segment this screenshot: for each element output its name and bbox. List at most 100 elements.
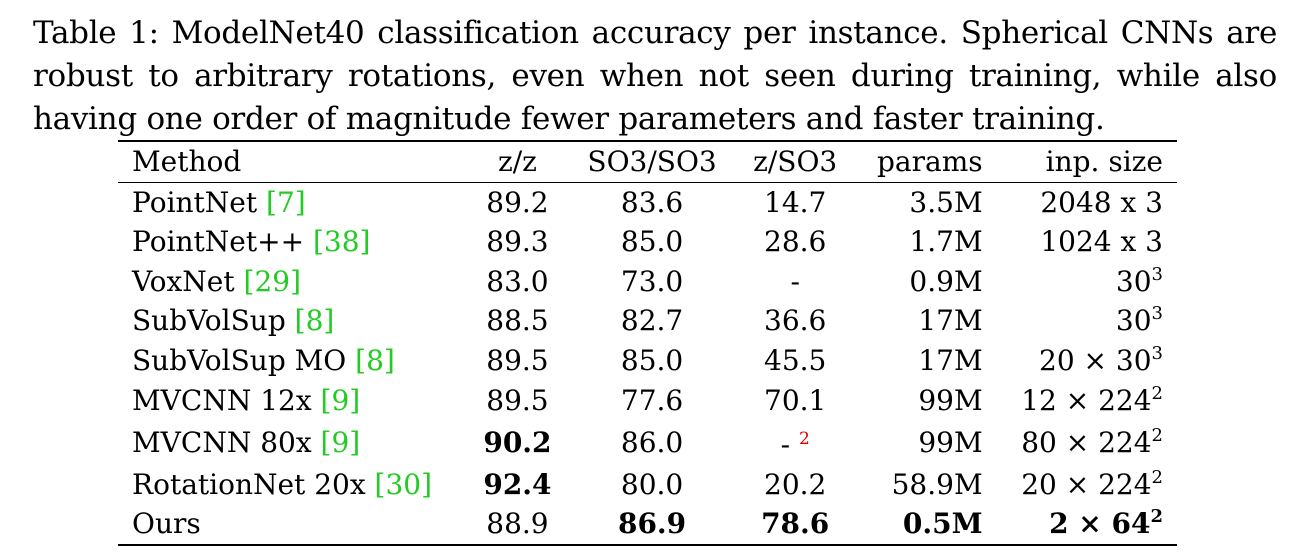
citation-link[interactable]: [9] xyxy=(320,425,361,459)
cell-params: 17M xyxy=(855,301,997,341)
cell-input-size: 2 × 642 xyxy=(996,504,1177,546)
cell-method: VoxNet [29] xyxy=(118,262,466,302)
method-name: PointNet xyxy=(132,185,267,219)
cell-z-z: 83.0 xyxy=(466,262,568,302)
input-size-base: 20 × 30 xyxy=(1039,343,1152,377)
cell-z-so3: 14.7 xyxy=(736,182,855,222)
cell-so3-so3-value: 83.6 xyxy=(620,185,684,219)
input-size-base: 20 × 224 xyxy=(1021,467,1152,501)
cell-so3-so3: 85.0 xyxy=(569,222,736,262)
header-so3-so3: SO3/SO3 xyxy=(568,141,736,183)
cell-params-value: 99M xyxy=(918,383,983,417)
table-header-row: Method z/z SO3/SO3 z/SO3 params inp. siz… xyxy=(118,141,1177,183)
table-row: SubVolSup [8] 88.5 82.7 36.6 17M 303 xyxy=(118,301,1177,341)
citation-link[interactable]: [38] xyxy=(312,225,371,259)
cell-z-z-value: 89.2 xyxy=(486,185,549,219)
cell-params: 99M xyxy=(855,420,997,465)
cell-z-z-value: 90.2 xyxy=(483,425,552,459)
cell-params: 58.9M xyxy=(855,465,997,505)
cell-so3-so3: 73.0 xyxy=(569,262,736,302)
method-name: SubVolSup MO xyxy=(132,343,356,377)
method-name: RotationNet 20x xyxy=(132,467,375,501)
cell-input-size: 12 × 2242 xyxy=(997,381,1177,421)
citation-link[interactable]: [9] xyxy=(320,383,361,417)
input-size-exponent: 2 xyxy=(1151,382,1163,404)
method-name: MVCNN 12x xyxy=(132,383,321,417)
cell-input-size: 1024 x 3 xyxy=(997,222,1177,262)
results-table: Method z/z SO3/SO3 z/SO3 params inp. siz… xyxy=(118,140,1177,546)
cell-so3-so3-value: 85.0 xyxy=(620,343,684,377)
header-z-z: z/z xyxy=(466,141,569,183)
input-size-base: 80 × 224 xyxy=(1021,425,1152,459)
cell-params-value: 1.7M xyxy=(909,225,983,259)
cell-method: PointNet [7] xyxy=(118,182,466,222)
cell-params-value: 58.9M xyxy=(891,467,983,501)
cell-so3-so3-value: 86.9 xyxy=(617,507,687,541)
input-size-exponent: 3 xyxy=(1151,342,1163,364)
cell-so3-so3-value: 86.0 xyxy=(620,425,684,459)
cell-so3-so3: 85.0 xyxy=(569,341,736,381)
cell-z-z: 89.3 xyxy=(466,222,568,262)
cell-z-z: 89.2 xyxy=(466,182,568,222)
cell-z-z: 89.5 xyxy=(466,341,568,381)
method-name: SubVolSup xyxy=(132,304,295,338)
citation-link[interactable]: [7] xyxy=(266,185,306,219)
table-row: RotationNet 20x [30] 92.4 80.0 20.2 58.9M 20 … xyxy=(118,465,1177,505)
input-size-base: 2 × 64 xyxy=(1049,507,1151,541)
cell-params-value: 0.5M xyxy=(902,507,983,541)
cell-method: Ours xyxy=(118,504,467,546)
table-row: MVCNN 12x [9] 89.5 77.6 70.1 99M 12 × 2242 xyxy=(118,381,1177,421)
citation-link[interactable]: [8] xyxy=(355,343,395,377)
citation-link[interactable]: [30] xyxy=(374,467,433,501)
cell-z-so3: 28.6 xyxy=(736,222,855,262)
cell-so3-so3: 86.0 xyxy=(569,420,736,465)
cell-z-so3-value: 78.6 xyxy=(761,507,830,541)
cell-z-so3: 45.5 xyxy=(736,341,855,381)
cell-z-so3-value: 20.2 xyxy=(764,467,827,501)
table-row: PointNet [7] 89.2 83.6 14.7 3.5M 2048 x 3 xyxy=(118,182,1177,222)
input-size-exponent: 2 xyxy=(1151,466,1163,488)
cell-params-value: 0.9M xyxy=(909,264,983,298)
cell-z-z: 88.5 xyxy=(466,301,568,341)
cell-so3-so3-value: 85.0 xyxy=(620,225,684,259)
cell-input-size: 303 xyxy=(997,301,1177,341)
cell-params-value: 3.5M xyxy=(909,185,983,219)
cell-params: 0.5M xyxy=(854,504,997,546)
cell-so3-so3-value: 82.7 xyxy=(620,304,684,338)
cell-input-size: 80 × 2242 xyxy=(997,420,1177,465)
cell-z-z-value: 88.9 xyxy=(486,507,549,541)
cell-params: 1.7M xyxy=(855,222,997,262)
header-input-size: inp. size xyxy=(996,141,1177,183)
cell-input-size: 2048 x 3 xyxy=(997,182,1177,222)
cell-z-z-value: 92.4 xyxy=(483,467,552,501)
cell-so3-so3-value: 77.6 xyxy=(620,383,684,417)
cell-so3-so3-value: 80.0 xyxy=(620,467,684,501)
header-z-so3: z/SO3 xyxy=(735,141,855,183)
cell-params-value: 17M xyxy=(918,304,983,338)
cell-z-so3: 20.2 xyxy=(736,465,855,505)
citation-link[interactable]: [8] xyxy=(294,304,335,338)
cell-so3-so3: 83.6 xyxy=(569,182,736,222)
cell-z-so3-value: 36.6 xyxy=(764,304,827,338)
input-size-base: 2048 x 3 xyxy=(1040,185,1163,219)
cell-so3-so3: 86.9 xyxy=(568,504,736,546)
citation-link[interactable]: [29] xyxy=(243,264,302,298)
input-size-base: 1024 x 3 xyxy=(1040,225,1163,259)
table-body: PointNet [7] 89.2 83.6 14.7 3.5M 2048 x 3 Poin… xyxy=(118,182,1177,546)
cell-method: MVCNN 80x [9] xyxy=(118,420,466,465)
cell-params: 17M xyxy=(855,341,997,381)
table-row: MVCNN 80x [9] 90.2 86.0- 2 99M 80 × 2242 xyxy=(118,420,1177,465)
method-name: MVCNN 80x xyxy=(132,425,321,459)
cell-z-so3-value: 45.5 xyxy=(764,343,827,377)
input-size-base: 12 × 224 xyxy=(1021,383,1152,417)
cell-z-so3-value: - xyxy=(790,264,800,298)
cell-method: MVCNN 12x [9] xyxy=(118,381,466,421)
cell-so3-so3: 80.0 xyxy=(569,465,736,505)
cell-so3-so3-value: 73.0 xyxy=(620,264,684,298)
cell-z-z-value: 89.5 xyxy=(486,383,549,417)
cell-params: 99M xyxy=(855,381,997,421)
cell-z-z-value: 88.5 xyxy=(486,304,549,338)
cell-z-so3: 78.6 xyxy=(735,504,855,546)
input-size-base: 30 xyxy=(1115,264,1152,298)
input-size-exponent: 3 xyxy=(1151,303,1163,325)
